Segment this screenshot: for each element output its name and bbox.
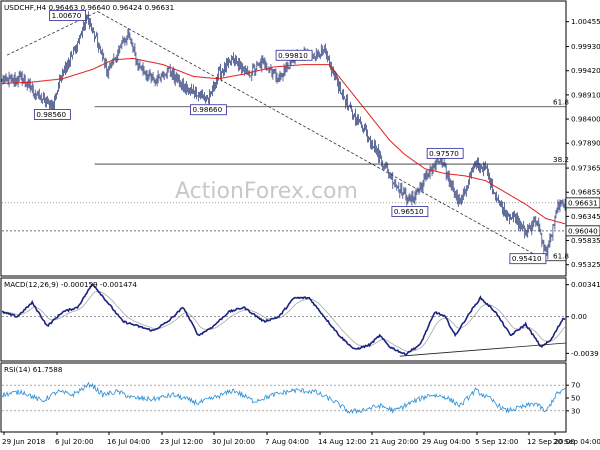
rsi-y-tick-label: 30 xyxy=(571,406,581,415)
candles xyxy=(1,11,566,260)
symbol-header: USDCHF,H4 0.96463 0.96640 0.96424 0.9663… xyxy=(4,3,174,12)
trendline xyxy=(6,11,98,56)
macd-y-tick-label: 0.00 xyxy=(571,312,587,321)
y-tick-label: 0.96345 xyxy=(571,212,600,221)
fib-label: 61.8 xyxy=(553,98,569,107)
price-annotation-box xyxy=(391,206,429,217)
price-annotation-box xyxy=(275,49,313,61)
y-tick-label: 0.95325 xyxy=(571,260,600,269)
y-tick-label: 0.99420 xyxy=(571,66,600,75)
x-tick-label: 23 Jul 12:00 xyxy=(160,437,204,446)
y-tick-label: 0.98400 xyxy=(571,115,600,124)
main-layer: 61.8 38.2 61.8 1.00670 0.98560 0.98660 0.99810… xyxy=(1,10,569,265)
rsi-y-tick-label: 50 xyxy=(571,394,581,403)
macd-y-tick-label: -0.0039 xyxy=(571,349,599,358)
x-tick-label: 20 Sep 04:00 xyxy=(553,437,600,446)
support-level-label-box xyxy=(565,225,600,237)
current-price-label-box xyxy=(565,197,600,209)
rsi-y-tick-label: 70 xyxy=(571,381,581,390)
rsi-panel xyxy=(0,362,567,433)
fib-label: 61.8 xyxy=(553,252,569,261)
y-tick-label: 0.96855 xyxy=(571,188,600,197)
trendline xyxy=(97,11,547,262)
y-tick-label: 0.99930 xyxy=(571,42,600,51)
macd-trendline xyxy=(399,342,567,357)
x-tick-label: 21 Aug 20:00 xyxy=(370,437,419,446)
y-tick-label: 0.95835 xyxy=(571,236,600,245)
macd-header: MACD(12,26,9) -0.000159 -0.001474 xyxy=(4,280,137,289)
x-tick-label: 12 Sep 20:00 xyxy=(527,437,575,446)
price-annotation-box xyxy=(190,104,227,116)
axis-layer: 1.00455 0.99930 0.99420 0.98910 0.98400 0.978… xyxy=(2,17,600,446)
rsi-line xyxy=(1,381,566,415)
main-panel xyxy=(0,0,567,277)
price-annotation-box xyxy=(509,253,547,265)
x-tick-label: 16 Jul 04:00 xyxy=(107,437,151,446)
price-annotation-box xyxy=(426,147,464,159)
moving-average-line xyxy=(2,57,566,225)
price-annotation-label: 0.97570 xyxy=(429,149,459,158)
x-tick-label: 29 Aug 04:00 xyxy=(422,437,471,446)
y-tick-label: 1.00455 xyxy=(571,17,600,26)
price-annotation-label: 0.98660 xyxy=(192,105,222,114)
y-tick-label: 0.97890 xyxy=(571,139,600,148)
price-annotation-box xyxy=(33,109,71,120)
watermark: ActionForex.com xyxy=(175,179,358,204)
price-annotation-label: 0.99810 xyxy=(278,51,308,60)
rsi-header: RSI(14) 61.7588 xyxy=(4,365,63,374)
macd-layer xyxy=(1,282,567,357)
current-price-label: 0.96631 xyxy=(568,198,598,207)
x-tick-label: 5 Sep 12:00 xyxy=(475,437,519,446)
x-tick-label: 29 Jun 2018 xyxy=(2,437,46,446)
support-level-label: 0.96040 xyxy=(568,226,598,235)
y-tick-label: 0.97365 xyxy=(571,164,600,173)
y-tick-label: 0.98910 xyxy=(571,90,600,99)
fib-label: 38.2 xyxy=(553,155,569,164)
price-annotation-label: 0.96510 xyxy=(394,207,424,216)
price-annotation-label: 0.95410 xyxy=(512,254,542,263)
macd-y-tick-label: 0.003412 xyxy=(571,280,600,289)
price-annotation-box xyxy=(49,10,87,21)
price-annotation-label: 1.00670 xyxy=(52,11,82,20)
x-tick-label: 14 Aug 12:00 xyxy=(318,437,367,446)
macd-line xyxy=(1,282,566,356)
rsi-layer xyxy=(1,381,566,415)
x-tick-label: 6 Jul 20:00 xyxy=(55,437,94,446)
price-annotation-label: 0.98560 xyxy=(36,110,66,119)
macd-panel xyxy=(0,277,567,362)
x-tick-label: 7 Aug 04:00 xyxy=(265,437,309,446)
macd-signal-line xyxy=(2,290,566,352)
x-tick-label: 30 Jul 20:00 xyxy=(212,437,256,446)
